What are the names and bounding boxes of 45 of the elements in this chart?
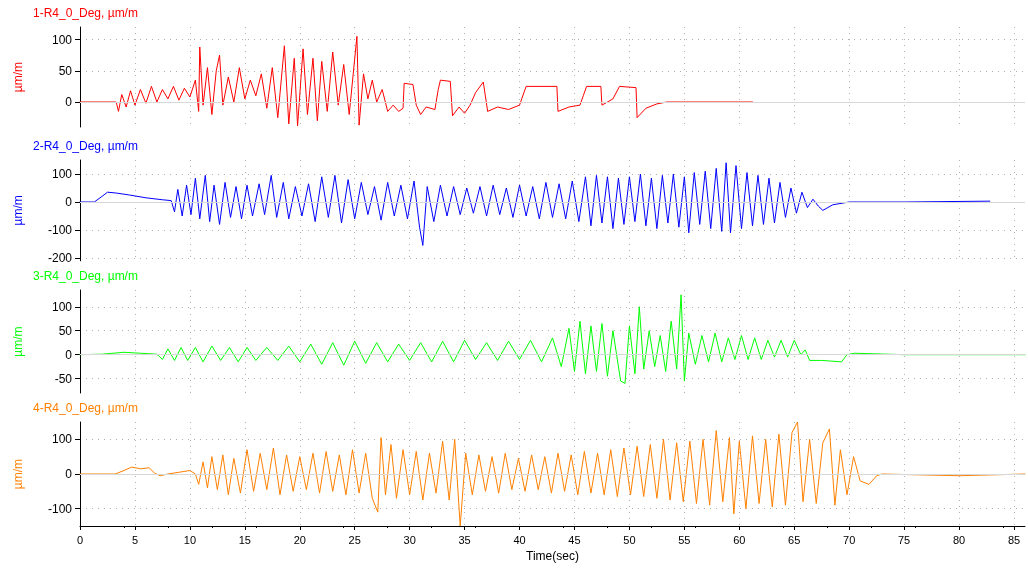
x-axis-title: Time(sec) <box>526 548 579 563</box>
chart-title: 3-R4_0_Deg, µm/m <box>33 269 138 283</box>
x-tick-label: 10 <box>183 533 197 546</box>
x-tick-label: 45 <box>568 533 581 546</box>
y-tick-label: 0 <box>65 195 73 209</box>
x-tick-label: 25 <box>348 533 361 546</box>
x-tick-label: 40 <box>513 533 526 546</box>
y-tick-label: 50 <box>58 63 73 78</box>
x-tick-label: 55 <box>678 533 691 546</box>
x-tick-label: 65 <box>788 533 801 546</box>
x-tick-label: 15 <box>238 533 251 546</box>
chart-title: 2-R4_0_Deg, µm/m <box>33 139 138 153</box>
x-tick-label: 70 <box>843 533 856 546</box>
y-axis-title: µm/m <box>11 458 25 490</box>
y-tick-label: 100 <box>51 167 73 181</box>
y-tick-label: 100 <box>51 32 73 47</box>
line-series <box>79 421 1026 527</box>
y-axis-title: µm/m <box>11 195 25 226</box>
x-tick-label: 5 <box>131 533 138 546</box>
y-tick-label: -100 <box>47 501 73 516</box>
line-series <box>79 294 1026 384</box>
x-tick-label: 80 <box>952 533 966 546</box>
x-tick-label: 35 <box>458 533 471 546</box>
y-tick-label: -100 <box>47 223 73 237</box>
x-tick-label: 50 <box>623 533 636 546</box>
y-tick-label: 0 <box>65 347 73 362</box>
x-tick-label: 0 <box>76 533 84 546</box>
x-tick-label: 20 <box>293 533 306 546</box>
x-tick-label: 30 <box>403 533 416 546</box>
y-tick-label: 100 <box>51 432 73 447</box>
y-tick-label: 0 <box>65 95 73 109</box>
y-tick-label: -200 <box>47 251 73 265</box>
y-axis-title: µm/m <box>11 326 25 357</box>
y-tick-label: 0 <box>65 467 73 481</box>
chart-title: 1-R4_0_Deg, µm/m <box>33 6 138 20</box>
line-series <box>79 162 991 246</box>
x-tick-label: 85 <box>1007 533 1021 546</box>
chart-title: 4-R4_0_Deg, µm/m <box>33 401 138 415</box>
y-tick-label: -50 <box>54 371 73 386</box>
line-series <box>79 35 753 127</box>
y-tick-label: 100 <box>51 299 73 314</box>
y-tick-label: 50 <box>58 323 73 338</box>
x-tick-label: 60 <box>733 533 746 546</box>
x-tick-label: 75 <box>898 533 911 546</box>
y-axis-title: µm/m <box>11 61 25 93</box>
